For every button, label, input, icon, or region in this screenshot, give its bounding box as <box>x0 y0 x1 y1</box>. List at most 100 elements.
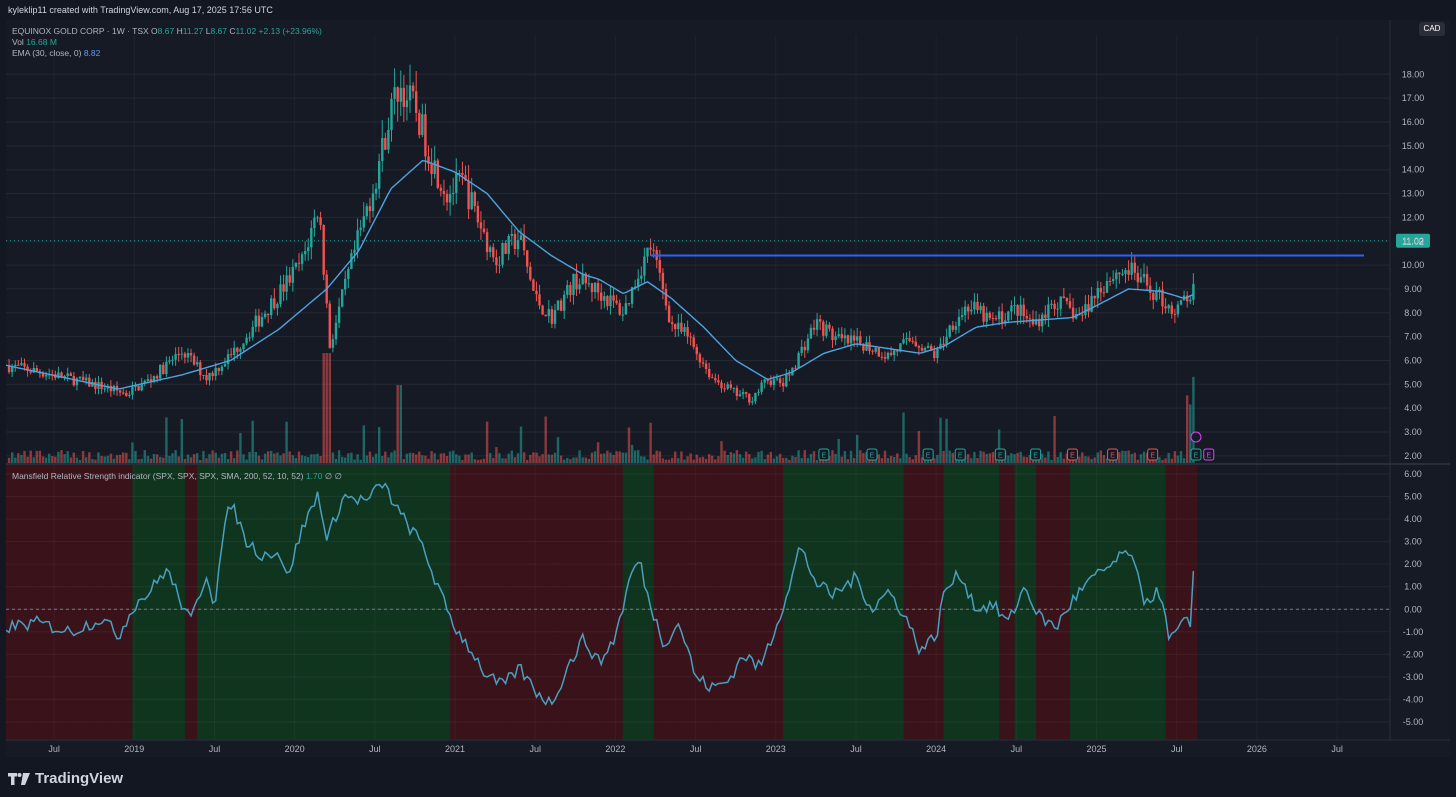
rs-band <box>104 465 109 740</box>
volume-bar <box>852 458 856 463</box>
candle-body <box>1121 273 1124 275</box>
rs-band <box>502 465 507 740</box>
rs-band <box>1026 465 1031 740</box>
currency-badge[interactable]: CAD <box>1419 22 1445 36</box>
candle-body <box>415 91 418 113</box>
price-tick-label: 11.00 <box>1402 236 1424 246</box>
volume-bar <box>347 453 350 463</box>
rs-tick-label: -4.00 <box>1403 694 1424 704</box>
volume-bar <box>485 421 489 463</box>
last-price-label-bg <box>1396 233 1430 248</box>
candle-body <box>794 367 797 369</box>
candle-body <box>1167 305 1170 309</box>
candle-body <box>976 301 979 311</box>
candle-body <box>1149 285 1152 294</box>
rs-band <box>854 465 858 740</box>
candle-body <box>896 350 899 352</box>
rs-band <box>632 465 636 740</box>
rs-band <box>1036 465 1040 740</box>
volume-bar <box>294 458 298 463</box>
rs-band <box>129 465 134 740</box>
volume-bar <box>513 457 517 463</box>
candle-body <box>510 234 513 236</box>
volume-bar <box>29 450 32 463</box>
candle-body <box>1118 272 1121 275</box>
low-value: 8.67 <box>210 26 228 36</box>
candle-body <box>1065 298 1069 302</box>
price-tick-label: 17.00 <box>1402 93 1425 103</box>
volume-bar <box>1176 455 1180 463</box>
rs-band <box>968 465 972 740</box>
volume-bar <box>470 452 473 463</box>
candle-body <box>439 187 443 191</box>
rs-band <box>496 465 501 740</box>
rs-band <box>579 465 584 740</box>
volume-bar <box>236 450 239 463</box>
candle-body <box>609 295 612 307</box>
volume-bar <box>439 453 443 463</box>
candle-body <box>893 350 896 355</box>
rs-band <box>1187 465 1191 740</box>
volume-bar <box>353 459 356 463</box>
volume-bar <box>254 452 257 463</box>
rs-band <box>348 465 352 740</box>
rs-band <box>1144 465 1148 740</box>
rs-band <box>786 465 790 740</box>
rs-band <box>644 465 649 740</box>
candle-body <box>547 309 550 317</box>
candle-body <box>485 232 489 252</box>
volume-bar <box>192 454 196 463</box>
rs-band <box>817 465 821 740</box>
price-tick-label: 13.00 <box>1402 189 1425 199</box>
high-value: 11.27 <box>182 26 204 36</box>
rs-band <box>172 465 177 740</box>
rs-band <box>866 465 871 740</box>
volume-bar <box>883 450 887 463</box>
candle-body <box>726 384 729 389</box>
rs-band <box>1033 465 1037 740</box>
volume-bar <box>433 453 436 463</box>
price-axis: 18.00 17.00 16.00 15.00 14.00 13.00 12.00 11.00… <box>1402 69 1425 461</box>
volume-bar <box>41 456 45 463</box>
volume-bar <box>276 452 279 463</box>
candle-body <box>1000 311 1004 323</box>
rs-band <box>151 465 155 740</box>
rs-band <box>200 465 204 740</box>
earnings-icon <box>1030 448 1042 461</box>
rs-band <box>314 465 319 740</box>
candle-body <box>257 315 261 327</box>
volume-bar <box>368 451 372 463</box>
volume-bar <box>695 454 698 463</box>
rs-band <box>736 465 741 740</box>
candle-body <box>1136 272 1139 283</box>
tradingview-logo[interactable]: TradingView <box>8 770 123 787</box>
volume-bar <box>655 450 658 463</box>
rs-band <box>666 465 670 740</box>
candle-body <box>837 334 840 337</box>
candle-body <box>717 380 720 383</box>
rs-band <box>638 465 642 740</box>
candle-body <box>519 235 523 240</box>
close-label: C <box>229 26 236 36</box>
rs-band <box>1174 465 1179 740</box>
candle-body <box>1056 308 1059 310</box>
volume-bar <box>920 457 924 463</box>
candle-body <box>353 249 356 254</box>
rs-band <box>906 465 911 740</box>
candle-body <box>714 378 717 381</box>
candle-body <box>1025 316 1028 319</box>
candle-body <box>23 363 26 367</box>
chart-canvas[interactable]: 11.02E E E E E E E E E E E18.0017.0016.0015.0014.0… <box>6 20 1450 757</box>
earnings-icon <box>1190 448 1202 461</box>
candle-body <box>418 112 421 135</box>
volume-bar <box>553 452 557 463</box>
volume-bar <box>344 457 347 463</box>
price-tick-label: 15.00 <box>1402 141 1425 151</box>
mansfield-label: Mansfield Relative Strength indicator (S… <box>12 471 304 481</box>
rs-band <box>76 465 81 740</box>
volume-bar <box>1041 453 1044 463</box>
volume-bar <box>106 455 109 463</box>
rs-band <box>295 465 300 740</box>
rs-tick-label: 4.00 <box>1404 514 1422 524</box>
